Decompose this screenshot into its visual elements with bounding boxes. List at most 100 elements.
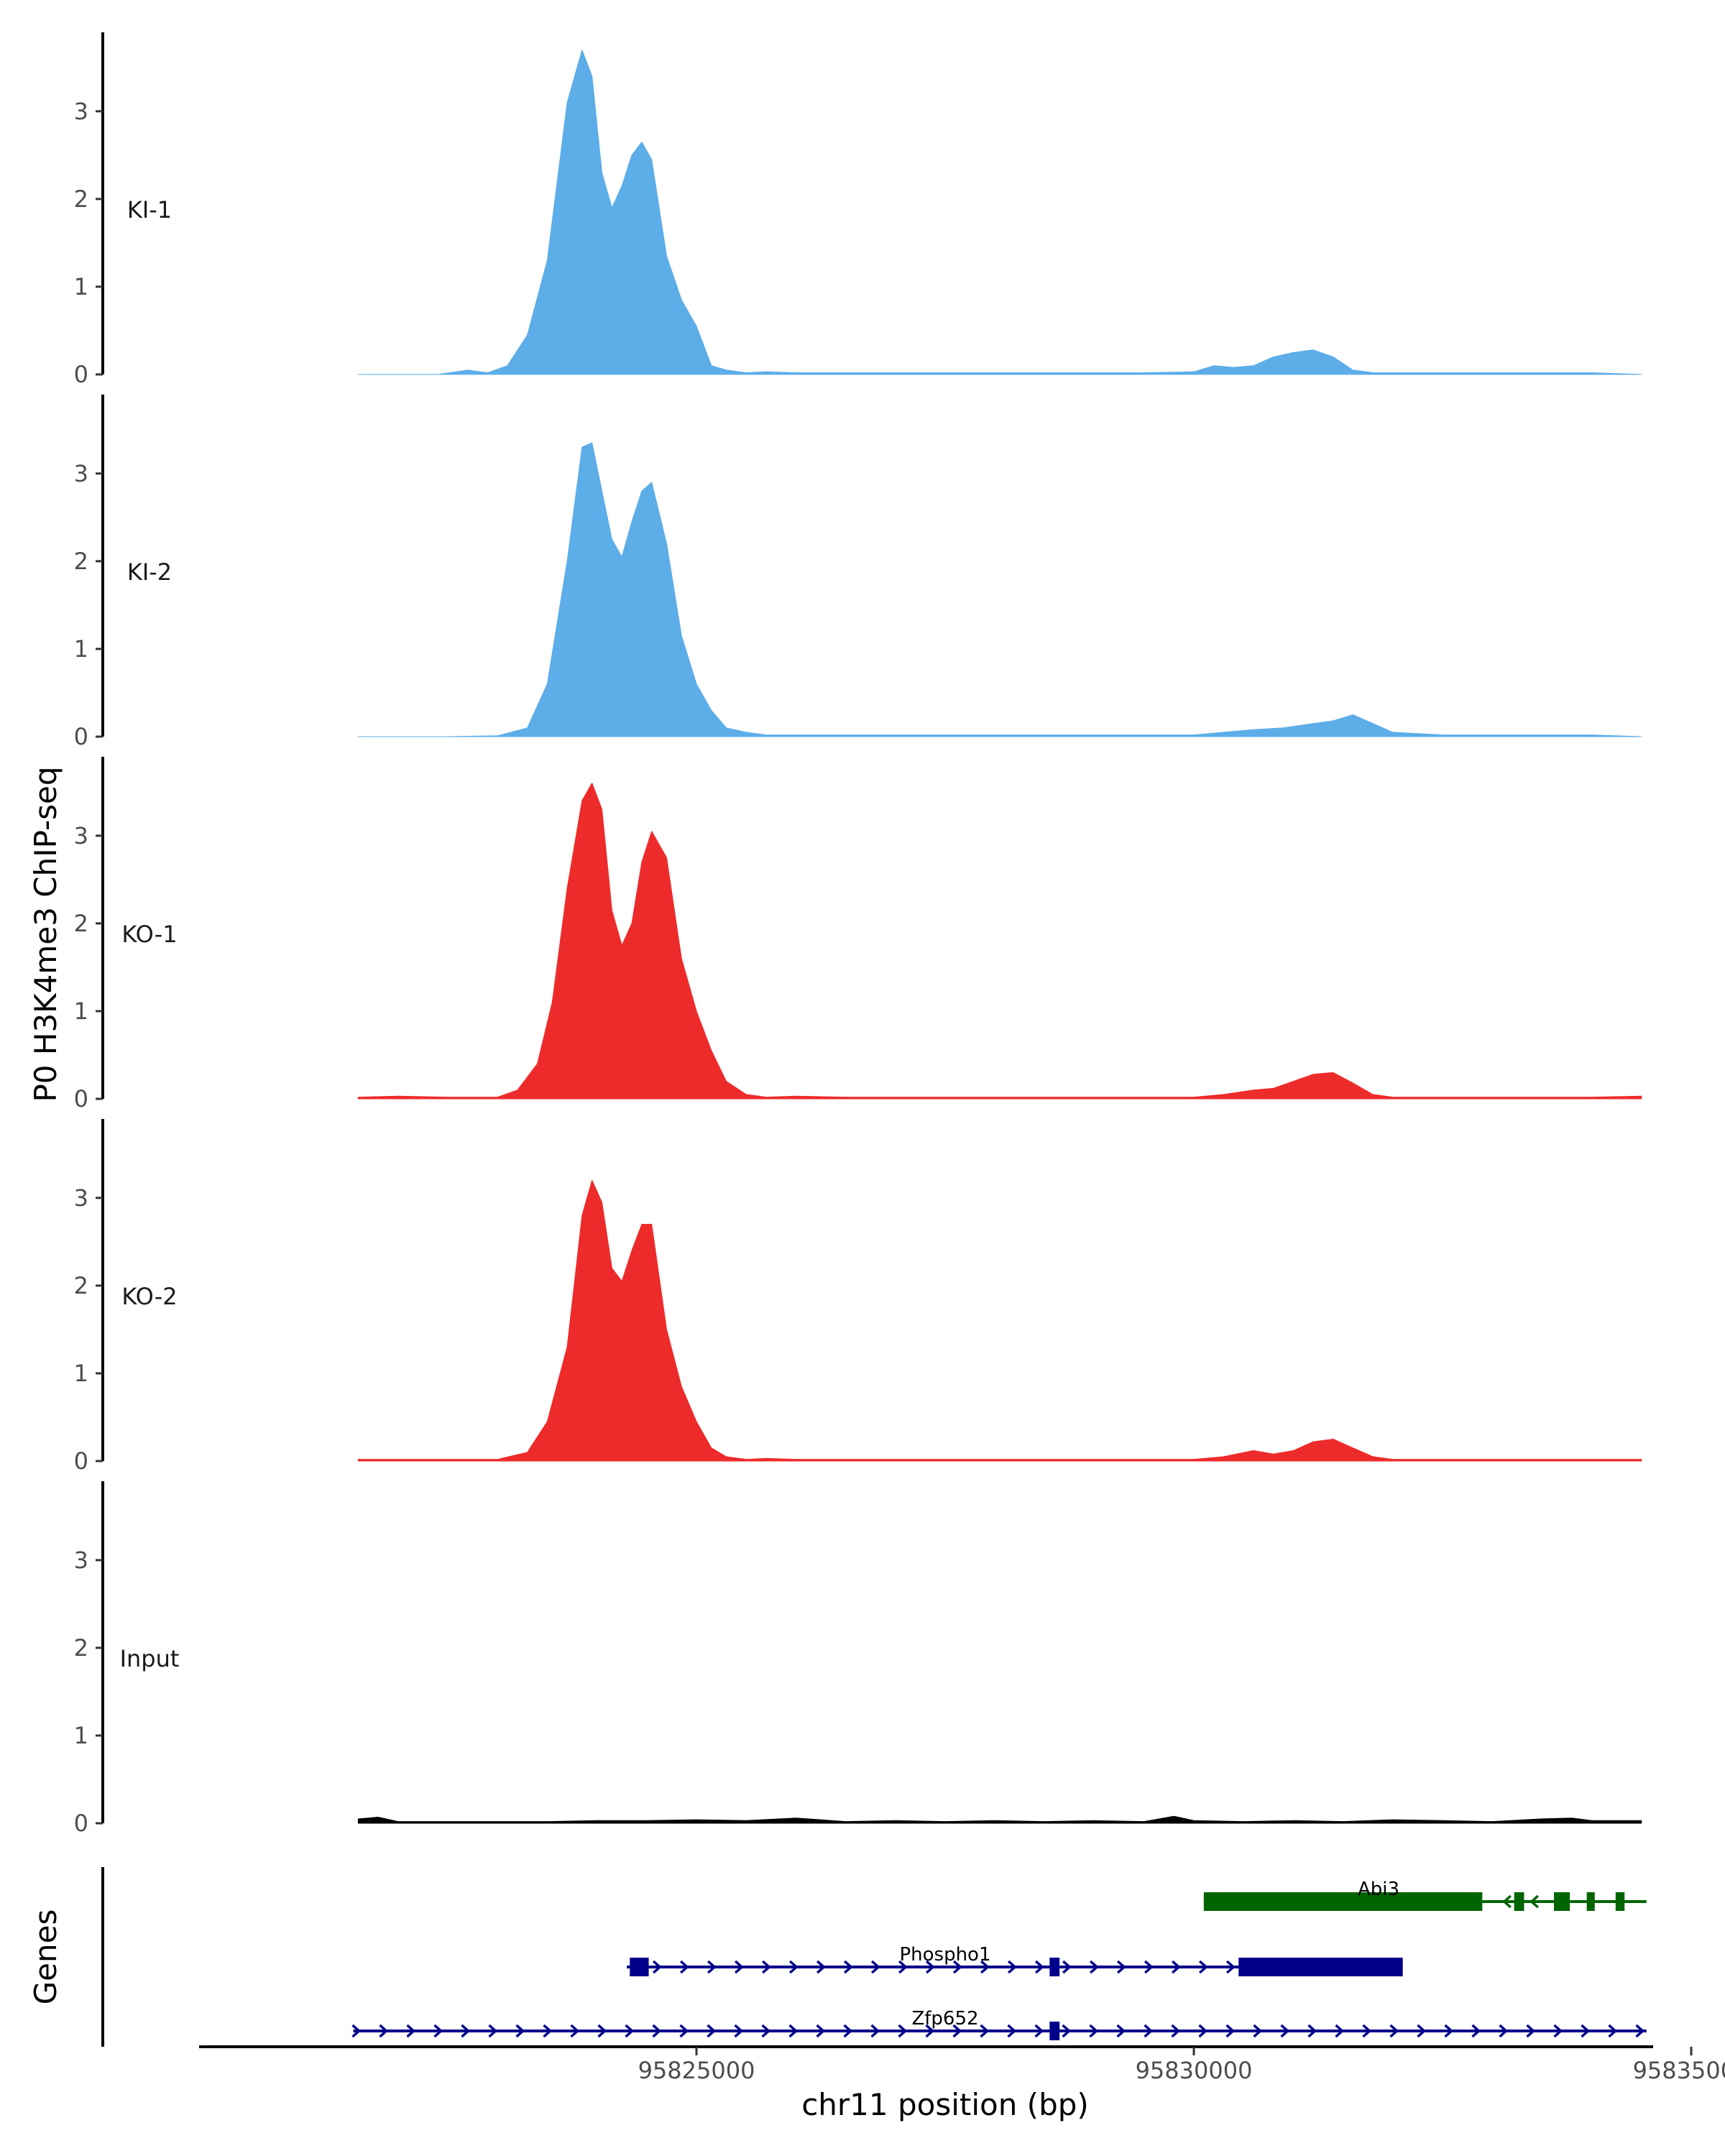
strand-arrow [1144,1960,1154,1974]
track-ko-2: 0 1 2 3 KO-2 [74,1119,1642,1475]
strand-arrow [570,2024,580,2038]
y-tick-label: 2 [74,1272,88,1299]
track-input: 0 1 2 3 Input [74,1481,1642,1837]
exon-block [1615,1892,1625,1911]
y-tick-label: 3 [74,822,88,849]
strand-arrow [1034,2024,1044,2038]
strand-arrow [980,2024,990,2038]
gene-label: Abi3 [1358,1879,1399,1900]
genes-axis-title: Genes [28,1909,63,2005]
strand-arrow [1307,2024,1317,2038]
strand-arrow [1530,1894,1540,1909]
exon-block [1514,1892,1524,1911]
y-tick-label: 1 [74,635,88,663]
signal-area [357,49,1642,375]
strand-arrow [679,2024,689,2038]
y-tick-label: 2 [74,910,88,937]
y-tick-label: 0 [74,1447,88,1475]
track-label: KO-2 [121,1283,177,1310]
gene-track: Abi3 Phospho1 Zfp652 [101,1867,1647,2047]
signal-area [357,442,1642,737]
gene-label: Zfp652 [911,2008,978,2030]
x-tick-label: 95825000 [638,2057,755,2084]
exon-block [1554,1892,1570,1911]
strand-arrow [1444,2024,1454,2038]
strand-arrow [1171,2024,1181,2038]
strand-arrow [1502,1894,1512,1909]
strand-arrow [679,1960,689,1974]
y-tick-label: 3 [74,1184,88,1212]
strand-arrow [843,2024,853,2038]
exon-block [1238,1958,1403,1976]
track-label: KO-1 [121,921,177,948]
y-tick-label: 3 [74,1547,88,1574]
strand-arrow [734,1960,744,1974]
gene-phospho1: Phospho1 [627,1944,1403,1976]
exon-block [1586,1892,1595,1911]
gene-abi3: Abi3 [1203,1879,1647,1911]
strand-arrow [952,2024,962,2038]
strand-arrow [1225,1960,1236,1974]
strand-arrow [1062,2024,1072,2038]
signal-area [357,1815,1642,1824]
strand-arrow [652,1960,662,1974]
strand-arrow [625,2024,635,2038]
strand-arrow [1089,2024,1099,2038]
strand-arrow [1062,1960,1072,1974]
strand-arrow [1144,2024,1154,2038]
strand-arrow [1198,1960,1208,1974]
y-tick-label: 3 [74,460,88,487]
strand-arrow [1116,2024,1126,2038]
strand-arrow [925,2024,935,2038]
x-tick-label: 95830000 [1136,2057,1253,2084]
strand-arrow [980,1960,990,1974]
strand-arrow [1116,1960,1126,1974]
strand-arrow [1253,2024,1263,2038]
strand-arrow [1499,2024,1509,2038]
y-tick-label: 0 [74,723,88,750]
track-label: KI-2 [127,558,172,586]
track-ki-1: 0 1 2 3 KI-1 [74,32,1642,388]
exon-block [630,1958,649,1976]
strand-arrow [925,1960,935,1974]
track-label: Input [120,1645,180,1672]
y-tick-label: 2 [74,185,88,213]
strand-arrow [707,2024,717,2038]
strand-arrow [816,2024,826,2038]
strand-arrow [1362,2024,1372,2038]
strand-arrow [843,1960,853,1974]
y-tick-label: 2 [74,1634,88,1662]
strand-arrow [898,1960,908,1974]
y-tick-label: 2 [74,548,88,575]
strand-arrow [1034,1960,1044,1974]
gene-label: Phospho1 [899,1944,990,1966]
y-tick-label: 1 [74,273,88,300]
strand-arrow [543,2024,553,2038]
gene-zfp652: Zfp652 [351,2008,1647,2040]
strand-arrow [734,2024,744,2038]
strand-arrow [1553,2024,1563,2038]
strand-arrow [898,2024,908,2038]
track-ko-1: 0 1 2 3 KO-1 [74,757,1642,1112]
track-label: KI-1 [127,196,172,224]
x-axis-title: chr11 position (bp) [801,2087,1089,2122]
strand-arrow [816,1960,826,1974]
y-tick-label: 0 [74,1810,88,1837]
strand-arrow [707,1960,717,1974]
strand-arrow [1007,1960,1017,1974]
strand-arrow [788,1960,799,1974]
strand-arrow [1581,2024,1591,2038]
strand-arrow [1007,2024,1017,2038]
strand-arrow [1089,1960,1099,1974]
y-tick-label: 3 [74,98,88,125]
strand-arrow [461,2024,471,2038]
strand-arrow [1225,2024,1236,2038]
y-axis-title: P0 H3K4me3 ChIP-seq [28,766,63,1102]
strand-arrow [1526,2024,1536,2038]
strand-arrow [1471,2024,1481,2038]
strand-arrow [1417,2024,1427,2038]
exon-block [1203,1892,1483,1911]
strand-arrow [1280,2024,1290,2038]
y-tick-label: 1 [74,1722,88,1749]
